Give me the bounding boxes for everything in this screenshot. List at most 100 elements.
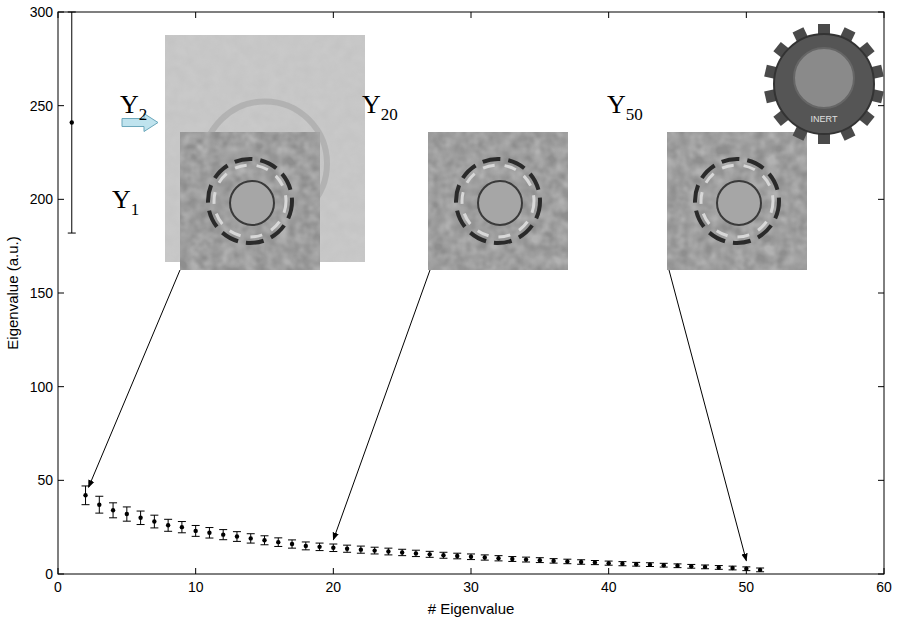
point: [620, 561, 624, 565]
annotation-subscript: 1: [131, 200, 140, 219]
point: [70, 120, 74, 124]
point: [193, 529, 197, 533]
y-tick-right: [878, 12, 884, 13]
y-tick-right: [878, 105, 884, 106]
point: [111, 508, 115, 512]
y-tick-label: 50: [37, 472, 53, 488]
x-tick-label: 10: [188, 579, 204, 595]
error-cap: [426, 557, 434, 558]
error-cap: [164, 531, 172, 532]
inset-image: [180, 132, 320, 270]
y-tick-right: [878, 574, 884, 575]
point: [455, 554, 459, 558]
point: [703, 565, 707, 569]
error-cap: [329, 551, 337, 552]
x-tick-label: 50: [739, 579, 755, 595]
inset-image: [428, 132, 568, 270]
point: [551, 559, 555, 563]
error-cap: [453, 553, 461, 554]
point: [717, 565, 721, 569]
y-tick: [58, 12, 64, 13]
inset-center: [230, 181, 274, 225]
x-tick-top: [471, 12, 472, 18]
marks: [68, 12, 764, 572]
error-cap: [219, 539, 227, 540]
error-cap: [357, 546, 365, 547]
error-cap: [109, 502, 117, 503]
annotation-label: Y1: [112, 185, 139, 219]
inset-bg: [428, 132, 568, 270]
point: [97, 502, 101, 506]
error-cap: [412, 550, 420, 551]
annotation-arrow: [333, 270, 430, 540]
point: [579, 560, 583, 564]
point: [634, 562, 638, 566]
point: [689, 564, 693, 568]
error-cap: [426, 551, 434, 552]
error-cap: [192, 525, 200, 526]
error-cap: [398, 549, 406, 550]
error-cap: [261, 544, 269, 545]
error-cap: [68, 233, 76, 234]
error-cap: [247, 533, 255, 534]
error-cap: [371, 547, 379, 548]
point: [593, 560, 597, 564]
error-cap: [467, 553, 475, 554]
error-cap: [481, 560, 489, 561]
error-cap: [247, 543, 255, 544]
x-tick-label: 0: [54, 579, 62, 595]
point: [138, 516, 142, 520]
error-cap: [261, 535, 269, 536]
point: [304, 544, 308, 548]
y-tick-label: 250: [30, 98, 54, 114]
error-cap: [274, 537, 282, 538]
error-cap: [384, 548, 392, 549]
y-tick-right: [878, 293, 884, 294]
x-tick: [333, 568, 334, 574]
inset-ring: [695, 159, 779, 243]
point: [662, 563, 666, 567]
error-cap: [439, 552, 447, 553]
point: [730, 566, 734, 570]
photo-text: INERT: [811, 114, 838, 124]
point: [606, 561, 610, 565]
error-cap: [150, 527, 158, 528]
point: [235, 534, 239, 538]
point: [317, 545, 321, 549]
error-cap: [302, 549, 310, 550]
inset-noise: [667, 132, 807, 270]
annotation-arrow: [89, 270, 180, 487]
point: [249, 536, 253, 540]
error-cap: [164, 519, 172, 520]
inset-ring: [701, 165, 773, 237]
x-tick-label: 60: [876, 579, 892, 595]
x-tick-top: [608, 12, 609, 18]
x-axis-title: # Eigenvalue: [428, 600, 515, 617]
inset-noise: [428, 132, 568, 270]
error-cap: [68, 12, 76, 13]
point: [538, 558, 542, 562]
error-cap: [137, 524, 145, 525]
inset-center: [478, 181, 522, 225]
error-cap: [233, 531, 241, 532]
y-tick: [58, 480, 64, 481]
x-tick-top: [195, 12, 196, 18]
error-cap: [178, 532, 186, 533]
annotation-subscript: 20: [381, 105, 398, 124]
error-cap: [467, 559, 475, 560]
inset-ring: [462, 165, 534, 237]
point: [441, 553, 445, 557]
inset-bg: [180, 132, 320, 270]
x-tick-label: 40: [601, 579, 617, 595]
error-cap: [178, 521, 186, 522]
point: [565, 559, 569, 563]
point: [675, 564, 679, 568]
inset-image: [667, 132, 807, 270]
point: [207, 531, 211, 535]
error-cap: [123, 521, 131, 522]
error-cap: [343, 545, 351, 546]
y-tick-label: 100: [30, 379, 54, 395]
inset-ring: [214, 165, 286, 237]
error-cap: [95, 513, 103, 514]
point: [152, 519, 156, 523]
